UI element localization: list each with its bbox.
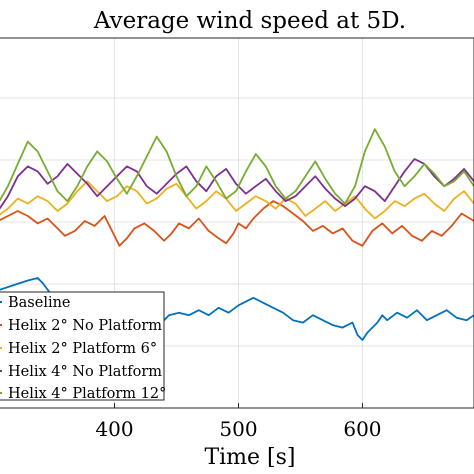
- x-tick-label: 400: [95, 417, 133, 441]
- x-axis-label: Time [s]: [204, 445, 295, 470]
- series-line: [0, 128, 474, 205]
- series-line: [0, 180, 474, 220]
- legend-label: Helix 2° Platform 6°: [8, 341, 157, 357]
- legend-label: Helix 4° Platform 12°: [8, 386, 166, 402]
- plot-area-frame: [0, 37, 474, 409]
- series-lines: [0, 128, 474, 341]
- chart-title: Average wind speed at 5D.: [93, 8, 406, 34]
- legend-label: Baseline: [8, 295, 71, 311]
- grid-lines: [0, 38, 474, 408]
- x-tick-label: 500: [219, 417, 257, 441]
- legend-box: [0, 291, 165, 401]
- series-line: [0, 158, 474, 210]
- legend-label: Helix 4° No Platform: [8, 364, 162, 380]
- series-line: [0, 200, 474, 247]
- x-tick-label: 600: [343, 417, 381, 441]
- x-tick-labels: 400 500 600: [95, 403, 382, 441]
- legend: Baseline Helix 2° No Platform Helix 2° Pla…: [0, 291, 166, 402]
- legend-label: Helix 2° No Platform: [8, 318, 162, 334]
